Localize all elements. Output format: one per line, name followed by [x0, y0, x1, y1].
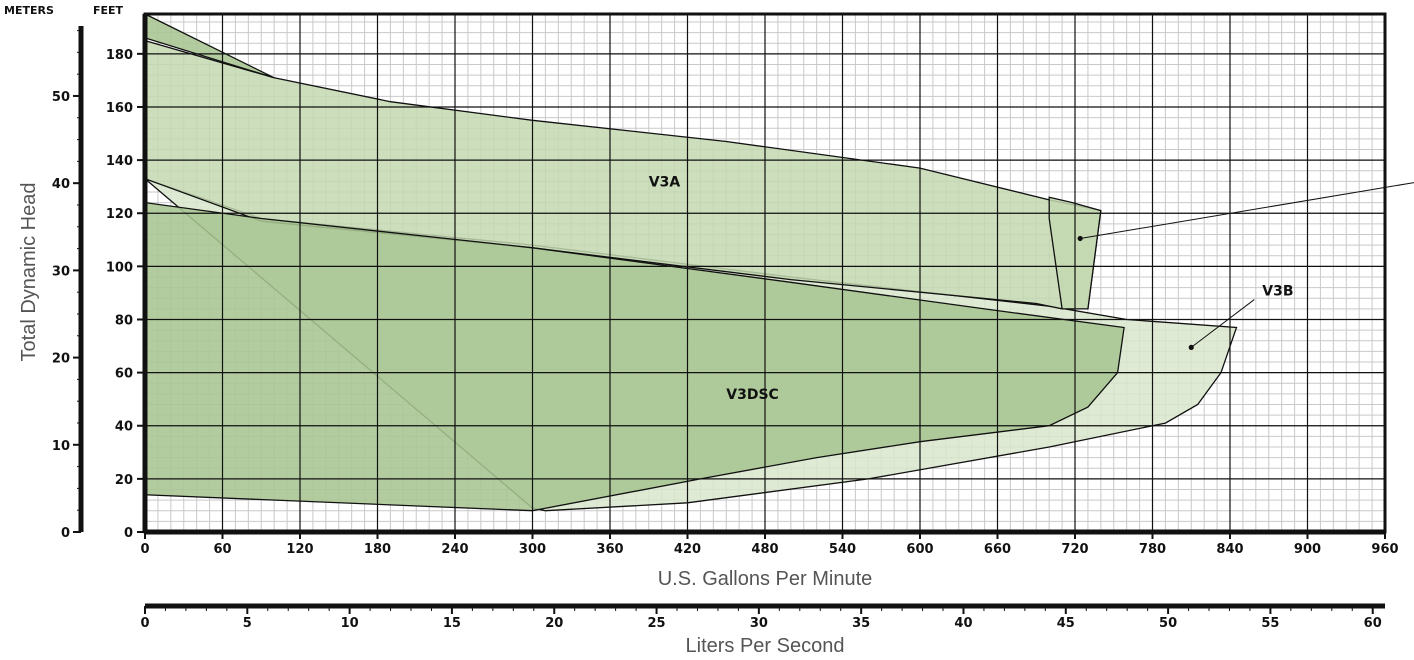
feet-tick-label: 180 [106, 48, 133, 63]
feet-tick-label: 140 [106, 154, 133, 169]
meters-tick-label: 20 [52, 352, 70, 367]
feet-tick-label: 60 [115, 367, 133, 382]
feet-unit-label: FEET [93, 4, 124, 17]
feet-tick-label: 100 [106, 260, 133, 275]
gpm-tick-label: 720 [1061, 542, 1088, 557]
gpm-tick-label: 840 [1216, 542, 1243, 557]
meters-unit-label: METERS [4, 4, 54, 17]
callouts-layer: V3BV3AV3CSCV3DSC [649, 175, 1414, 403]
gpm-tick-label: 780 [1139, 542, 1166, 557]
feet-tick-label: 0 [124, 526, 133, 541]
lps-tick-label: 60 [1364, 616, 1382, 631]
lps-tick-label: 20 [545, 616, 563, 631]
feet-tick-label: 40 [115, 420, 133, 435]
axes-layer [73, 12, 1387, 614]
lps-tick-label: 45 [1057, 616, 1075, 631]
lps-tick-label: 5 [243, 616, 252, 631]
gpm-tick-label: 960 [1371, 542, 1398, 557]
gpm-tick-label: 540 [829, 542, 856, 557]
feet-tick-label: 120 [106, 207, 133, 222]
region-label-v3a: V3A [649, 175, 681, 191]
lps-tick-label: 40 [954, 616, 972, 631]
feet-tick-label: 20 [115, 473, 133, 488]
meters-tick-label: 10 [52, 439, 70, 454]
gpm-tick-label: 180 [364, 542, 391, 557]
meters-tick-label: 50 [52, 90, 70, 105]
lps-tick-label: 35 [852, 616, 870, 631]
lps-tick-label: 0 [140, 616, 149, 631]
meters-tick-label: 40 [52, 177, 70, 192]
gpm-tick-label: 480 [751, 542, 778, 557]
feet-tick-label: 80 [115, 313, 133, 328]
y-axis-title: Total Dynamic Head [18, 183, 40, 362]
gpm-tick-label: 900 [1294, 542, 1321, 557]
lps-tick-label: 30 [750, 616, 768, 631]
feet-tick-label: 160 [106, 101, 133, 116]
meters-tick-label: 0 [61, 526, 70, 541]
lps-tick-label: 55 [1261, 616, 1279, 631]
region-label-v3dsc: V3DSC [726, 387, 779, 403]
lps-tick-label: 50 [1159, 616, 1177, 631]
gpm-tick-label: 0 [140, 542, 149, 557]
lps-tick-label: 15 [443, 616, 461, 631]
x-axis-title: U.S. Gallons Per Minute [658, 568, 873, 590]
gpm-tick-label: 360 [596, 542, 623, 557]
callout-line-v3csc [1080, 182, 1414, 239]
callout-line-v3b [1190, 299, 1255, 348]
secondary-x-axis-title: Liters Per Second [686, 635, 845, 657]
meters-tick-label: 30 [52, 264, 70, 279]
gpm-tick-label: 120 [286, 542, 313, 557]
gpm-tick-label: 420 [674, 542, 701, 557]
gpm-tick-label: 660 [984, 542, 1011, 557]
gpm-tick-label: 240 [441, 542, 468, 557]
gpm-tick-label: 600 [906, 542, 933, 557]
gpm-tick-label: 60 [213, 542, 231, 557]
gpm-tick-label: 300 [519, 542, 546, 557]
lps-tick-label: 25 [648, 616, 666, 631]
regions-layer [144, 12, 1238, 512]
lps-tick-label: 10 [341, 616, 359, 631]
region-label-v3b: V3B [1262, 284, 1293, 300]
